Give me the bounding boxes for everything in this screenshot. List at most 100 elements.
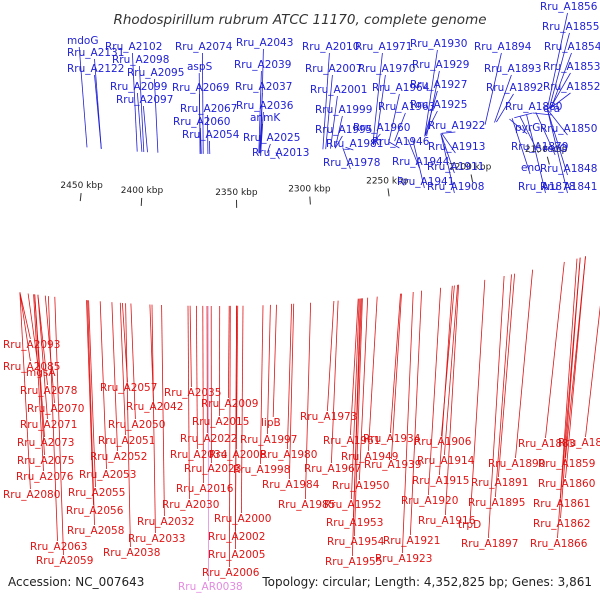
- reverse-gene-label: Rru_A1998: [233, 464, 290, 476]
- reverse-label-connector: [33, 294, 44, 472]
- reverse-label-connector: [439, 285, 453, 476]
- forward-gene-label: Rru_A1893: [484, 63, 541, 75]
- forward-gene-label: era: [543, 103, 560, 115]
- forward-gene-label: Rru_A2039: [234, 59, 291, 71]
- forward-gene-label: Rru_A1963: [378, 101, 435, 113]
- reverse-label-connector: [161, 304, 165, 517]
- forward-gene-label: Rru_A2069: [172, 82, 229, 94]
- forward-gene-label: Rru_A2095: [127, 67, 184, 79]
- forward-label-connector: [424, 49, 438, 137]
- forward-label-connector: [519, 116, 539, 154]
- forward-label-connector: [207, 114, 209, 155]
- reverse-label-connector: [390, 293, 401, 434]
- reverse-gene-label: mgsA: [26, 367, 56, 379]
- reverse-gene-label: Rru_A2057: [100, 382, 157, 394]
- reverse-label-connector: [368, 296, 378, 452]
- reverse-label-connector: [130, 303, 136, 420]
- reverse-gene-label: Rru_A2080: [3, 489, 60, 501]
- forward-gene-label: mdoG: [67, 35, 98, 47]
- reverse-gene-label: Rru_A1950: [332, 480, 389, 492]
- reverse-gene-label: Rru_A1997: [240, 434, 297, 446]
- forward-label-connector: [394, 112, 406, 142]
- forward-label-connector: [388, 141, 400, 149]
- reverse-gene-label: Rru_A2052: [90, 451, 147, 463]
- forward-label-connector: [137, 92, 143, 152]
- reverse-label-connector: [44, 295, 55, 404]
- reverse-gene-label: Rru_A2059: [36, 555, 93, 567]
- forward-label-connector: [388, 93, 400, 142]
- forward-label-connector: [143, 105, 148, 153]
- forward-label-connector: [372, 52, 383, 145]
- reverse-gene-label: Rru_A1920: [401, 495, 458, 507]
- reverse-gene-label: Rru_A2034: [170, 449, 228, 461]
- scale-tick-label: 2300 kbp: [288, 185, 331, 195]
- reverse-gene-label: Rru_A2023: [184, 463, 241, 475]
- forward-gene-label: Rru_A2131: [67, 47, 124, 59]
- reverse-label-connector: [19, 292, 31, 362]
- forward-label-connector: [260, 111, 264, 154]
- accession-text: Accession: NC_007643: [8, 575, 144, 589]
- forward-label-connector: [334, 135, 343, 149]
- reverse-label-connector: [391, 293, 402, 460]
- forward-label-connector: [199, 93, 201, 154]
- forward-label-connector: [345, 146, 354, 151]
- scale-tick-label: 2450 kbp: [60, 181, 103, 191]
- forward-gene-label: Rru_A1850: [540, 123, 597, 135]
- reverse-label-connector: [19, 292, 31, 490]
- reverse-label-connector: [272, 304, 277, 418]
- reverse-gene-label: Rru_A1890: [488, 458, 545, 470]
- reverse-label-connector: [267, 304, 271, 435]
- forward-gene-label: Rru_A1880: [505, 101, 562, 113]
- reverse-gene-label: lipB: [261, 417, 281, 429]
- reverse-gene-label: Rru_A1934: [363, 433, 421, 445]
- reverse-gene-label: Rru_A1915: [412, 475, 469, 487]
- forward-gene-label: Rru_A1856: [540, 1, 598, 13]
- forward-gene-label: pyrG: [515, 122, 540, 134]
- reverse-label-connector: [37, 294, 48, 386]
- forward-label-connector: [424, 110, 438, 137]
- reverse-label-connector: [560, 257, 581, 519]
- forward-gene-label: Rru_A1970: [358, 63, 415, 75]
- scale-tick-mark: [387, 188, 390, 197]
- reverse-label-connector: [352, 298, 361, 557]
- forward-gene-label: Rru_A1929: [412, 59, 469, 71]
- reverse-label-connector: [88, 300, 96, 488]
- forward-label-connector: [322, 52, 330, 150]
- forward-gene-label: Rru_A1999: [315, 104, 372, 116]
- reverse-gene-label: Rru_A2022: [180, 433, 237, 445]
- forward-gene-label: Rru_A2043: [236, 37, 293, 49]
- forward-gene-label: Rru_A1971: [355, 41, 412, 53]
- forward-gene-label: Rru_A2007: [305, 63, 362, 75]
- reverse-gene-label: Rru_A2053: [79, 469, 136, 481]
- reverse-label-connector: [354, 298, 363, 537]
- forward-gene-label: anmK: [250, 112, 281, 124]
- reverse-label-connector: [445, 284, 459, 516]
- forward-gene-label: Rru_A2060: [173, 116, 230, 128]
- forward-gene-label: Rru_A2036: [236, 100, 294, 112]
- forward-label-connector: [259, 123, 263, 154]
- forward-gene-label: Rru_A1848: [540, 163, 597, 175]
- forward-label-connector: [424, 90, 438, 137]
- forward-gene-label: aspS: [187, 61, 213, 73]
- forward-label-connector: [275, 152, 280, 160]
- forward-gene-label: Rru_A2098: [112, 54, 169, 66]
- forward-label-connector: [334, 115, 343, 149]
- forward-gene-label: recO: [543, 143, 568, 155]
- scale-ticks: 2450 kbp 2400 kbp 2350 kbp 2300 kbp 2250 kbp…: [60, 145, 568, 208]
- reverse-gene-label: Rru_A1862: [533, 518, 590, 530]
- forward-gene-label: Rru_A1978: [323, 157, 380, 169]
- forward-label-connector: [494, 74, 512, 123]
- scale-tick-label: 2150 kbp: [525, 145, 568, 155]
- forward-label-connector: [441, 133, 456, 154]
- reverse-gene-label: Rru_A2070: [27, 403, 84, 415]
- forward-label-connector: [330, 95, 338, 149]
- reverse-gene-label: Rru_A2042: [126, 401, 183, 413]
- forward-gene-label: Rru_A1930: [410, 38, 467, 50]
- forward-label-connector: [200, 127, 202, 154]
- reverse-gene-label: Rru_A1921: [383, 535, 440, 547]
- forward-gene-label: Rru_A1841: [540, 181, 597, 193]
- forward-gene-label: Rru_A2099: [110, 81, 167, 93]
- reverse-gene-label: Rru_A1954: [327, 536, 385, 548]
